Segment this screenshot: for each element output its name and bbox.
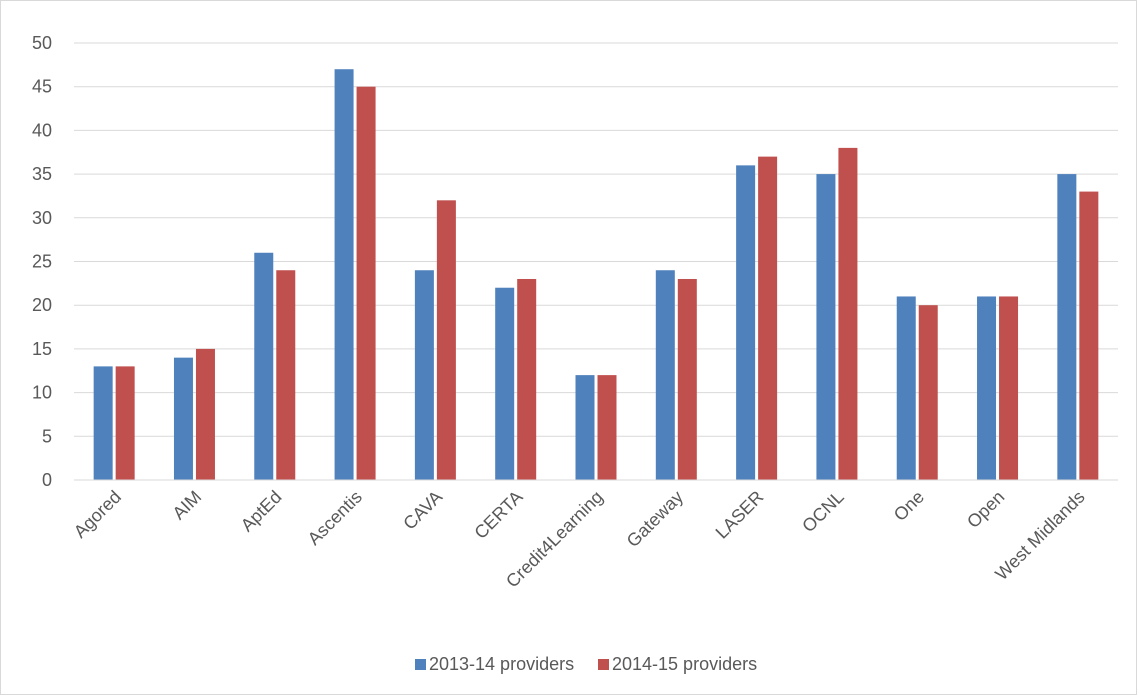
y-tick-label: 15	[32, 339, 52, 359]
bar-series2	[517, 278, 537, 480]
bar-series2	[918, 305, 938, 480]
legend-swatch	[598, 659, 609, 670]
y-tick-label: 10	[32, 383, 52, 403]
gridlines	[74, 42, 1118, 437]
legend-label: 2014-15 providers	[612, 654, 757, 674]
x-axis-ticks: Agored AIM AptEd Ascentis CAVA CERTACredit4Le…	[70, 487, 1089, 592]
bar-series1	[495, 287, 515, 480]
legend: 2013-14 providers 2014-15 providers	[415, 654, 757, 674]
bar-series2	[356, 86, 376, 480]
bar-series1	[334, 69, 354, 480]
bar-series1	[655, 270, 675, 480]
y-axis-ticks: 0 5 10 15 20 25 30 35 40 45 50	[32, 33, 52, 490]
y-tick-label: 20	[32, 295, 52, 315]
bar-series1	[173, 357, 193, 480]
x-tick-label: CAVA	[399, 487, 446, 534]
bar-series1	[254, 252, 274, 480]
y-tick-label: 50	[32, 33, 52, 53]
y-tick-label: 25	[32, 252, 52, 272]
x-tick-label: AIM	[169, 487, 206, 524]
bar-series1	[736, 165, 756, 481]
bar-series2	[276, 270, 296, 480]
bar-series2	[999, 296, 1019, 480]
x-tick-label: One	[890, 487, 928, 525]
x-tick-label: CERTA	[470, 487, 526, 543]
x-tick-label: Agored	[70, 487, 125, 542]
y-tick-label: 40	[32, 120, 52, 140]
bar-series1	[1057, 174, 1077, 480]
x-tick-label: AptEd	[237, 487, 286, 536]
bar-series2	[436, 200, 456, 480]
bar-series2	[677, 278, 697, 480]
bar-series1	[575, 375, 595, 480]
bar-series1	[93, 366, 113, 480]
bar-series2	[195, 348, 215, 480]
bar-series2	[115, 366, 135, 480]
y-tick-label: 35	[32, 164, 52, 184]
bars	[93, 69, 1099, 481]
x-tick-label: Open	[963, 487, 1008, 532]
bar-series1	[977, 296, 997, 480]
bar-series1	[414, 270, 434, 480]
y-tick-label: 5	[42, 426, 52, 446]
y-tick-label: 30	[32, 208, 52, 228]
bar-series2	[758, 156, 778, 480]
y-tick-label: 0	[42, 470, 52, 490]
bar-series2	[1079, 191, 1099, 480]
x-tick-label: Gateway	[623, 487, 687, 551]
bar-series1	[896, 296, 916, 480]
legend-label: 2013-14 providers	[429, 654, 574, 674]
bar-series1	[816, 174, 836, 480]
y-tick-label: 45	[32, 77, 52, 97]
bar-series2	[597, 375, 617, 480]
x-tick-label: LASER	[712, 487, 768, 543]
x-tick-label: Ascentis	[304, 487, 366, 549]
bar-series2	[838, 147, 858, 480]
x-tick-label: OCNL	[798, 487, 848, 537]
legend-swatch	[415, 659, 426, 670]
